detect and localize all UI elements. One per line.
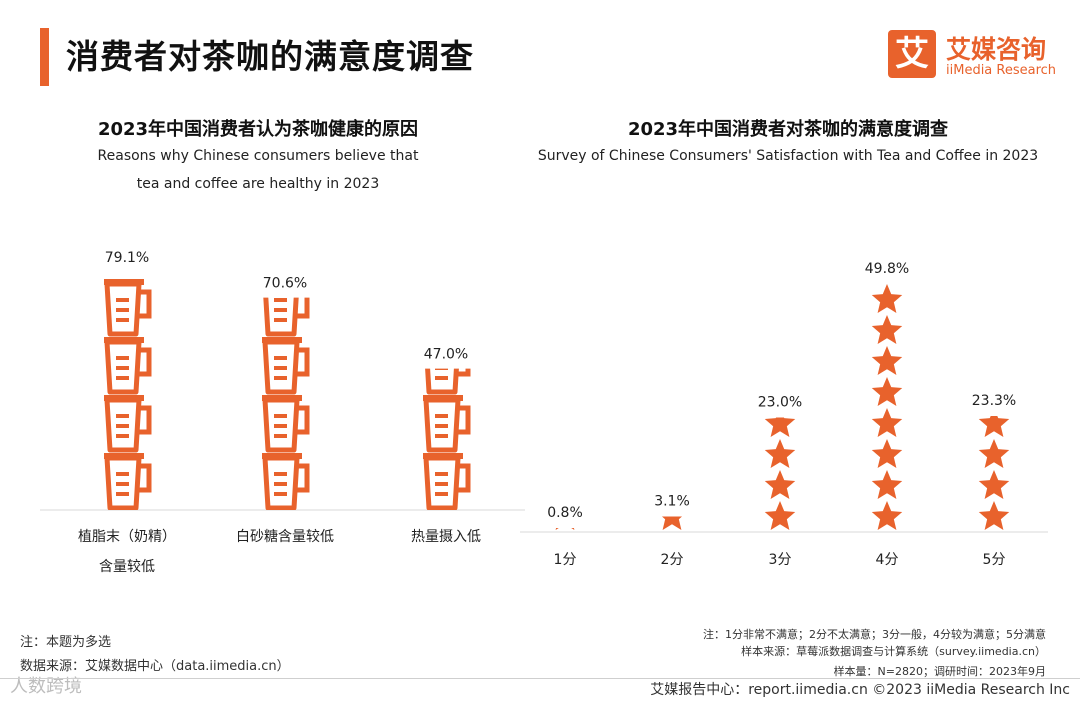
reasons-pictogram-chart: 79.1% 植脂末（奶精） 含量较低 70.6% 白砂糖含量较低 47.0% 热量摄入低 [40, 250, 525, 575]
iimedia-logo: 艾 艾媒咨询 iiMedia Research [888, 30, 1058, 80]
logo-name-cn: 艾媒咨询 [946, 35, 1047, 64]
bar-value-label: 79.1% [105, 250, 149, 266]
footer-text: 艾媒报告中心：report.iimedia.cn ©2023 iiMedia R… [650, 682, 1070, 698]
bar-value-label: 3.1% [654, 494, 690, 510]
category-label: 白砂糖含量较低 [236, 529, 334, 545]
cup-stack-bar [262, 297, 310, 510]
title-accent-bar [40, 28, 49, 86]
logo-mark: 艾 [888, 30, 936, 78]
category-label: 4分 [876, 552, 899, 568]
star-stack-bar [662, 516, 682, 530]
left-chart-title: 2023年中国消费者认为茶咖健康的原因 [97, 119, 419, 140]
bar-value-label: 70.6% [263, 276, 307, 292]
star-stack-bar [555, 528, 575, 530]
cup-stack-bar [423, 368, 471, 510]
category-label: 含量较低 [99, 559, 155, 575]
category-label: 植脂末（奶精） [78, 529, 176, 545]
watermark: 人数跨境 [10, 676, 82, 697]
bar-value-label: 23.0% [758, 394, 802, 410]
cup-stack-bar [104, 279, 152, 510]
bar-value-label: 23.3% [972, 393, 1016, 409]
category-label: 1分 [554, 552, 577, 568]
note-score-legend: 注：1分非常不满意；2分不太满意；3分一般，4分较为满意；5分满意 [703, 628, 1046, 641]
note-data-source: 数据来源：艾媒数据中心（data.iimedia.cn） [20, 659, 290, 674]
bar-value-label: 49.8% [865, 261, 909, 277]
star-stack-bar [978, 415, 1010, 530]
right-chart-subtitle: Survey of Chinese Consumers' Satisfactio… [537, 148, 1039, 164]
left-chart-subtitle-line2: tea and coffee are healthy in 2023 [136, 176, 380, 192]
page-title: 消费者对茶咖的满意度调查 [66, 37, 474, 76]
note-multiple-choice: 注：本题为多选 [20, 635, 112, 650]
star-stack-bar [871, 284, 903, 530]
logo-name-en: iiMedia Research [946, 63, 1057, 78]
note-sample-size: 样本量：N=2820；调研时间：2023年9月 [833, 665, 1046, 678]
satisfaction-pictogram-chart: 0.8% 1分 3.1% 2分 23.0% 3分 49.8% 4分 23.3% 5分 [520, 261, 1048, 568]
right-chart-title: 2023年中国消费者对茶咖的满意度调查 [627, 119, 949, 140]
note-sample-source: 样本来源：草莓派数据调查与计算系统（survey.iimedia.cn） [741, 645, 1046, 658]
category-label: 热量摄入低 [411, 529, 481, 545]
category-label: 2分 [661, 552, 684, 568]
bar-value-label: 47.0% [424, 347, 468, 363]
category-label: 5分 [983, 552, 1006, 568]
category-label: 3分 [769, 552, 792, 568]
footer-divider [0, 678, 1080, 679]
left-chart-subtitle-line1: Reasons why Chinese consumers believe th… [97, 148, 419, 164]
bar-value-label: 0.8% [547, 505, 583, 521]
star-stack-bar [764, 417, 796, 530]
